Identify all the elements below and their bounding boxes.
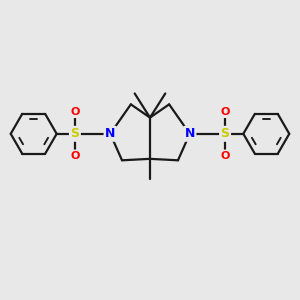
Text: O: O bbox=[70, 107, 80, 117]
Text: S: S bbox=[70, 127, 80, 140]
Text: N: N bbox=[105, 127, 116, 140]
Text: N: N bbox=[184, 127, 195, 140]
Text: O: O bbox=[70, 151, 80, 161]
Text: O: O bbox=[220, 151, 230, 161]
Text: S: S bbox=[220, 127, 230, 140]
Text: O: O bbox=[220, 107, 230, 117]
